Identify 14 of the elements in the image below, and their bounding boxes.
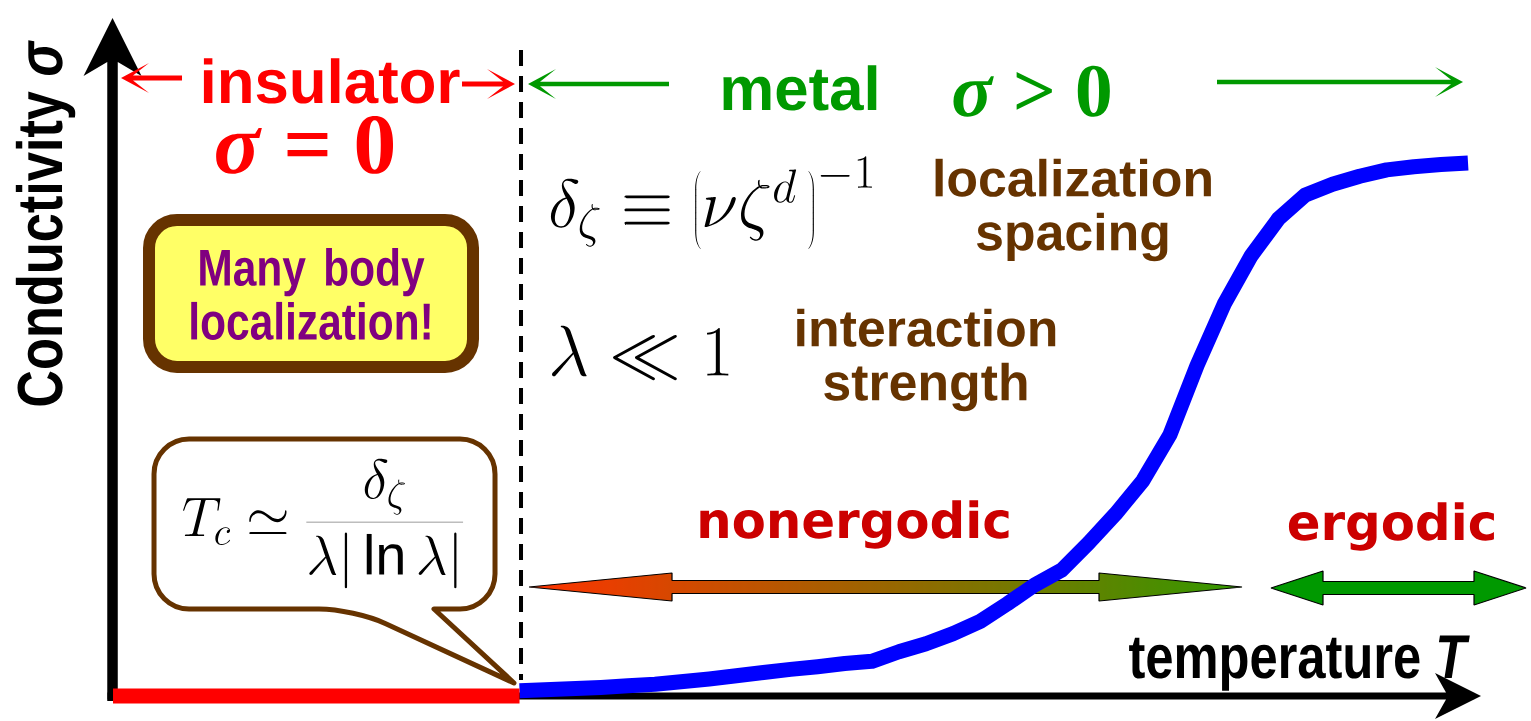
annotation: σ = 0 <box>216 116 394 174</box>
text: σ > 0 <box>953 65 1110 117</box>
text: metal <box>723 65 877 111</box>
annotation: $T_c \simeq \frac{\delta_\zeta}{\lambda|\ln\lambda|}$ <box>183 458 464 589</box>
annotation: interaction strength <box>797 308 1056 412</box>
annotation: localization spacing <box>935 158 1211 262</box>
annotation: nonergodic <box>700 500 1009 549</box>
x-axis-title: temperature T <box>1129 635 1470 691</box>
annotation: $\delta_{\zeta} \equiv \left(\nu\zeta^{d}\,\right)^{-1}$ <box>550 156 872 249</box>
y-axis-title: Conductivity σ <box>15 40 76 406</box>
annotation: Many body localization! <box>191 248 430 340</box>
text: insulator <box>203 58 460 104</box>
annotation: ergodic <box>1288 502 1494 551</box>
annotation: $\lambda \ll 1$ <box>552 325 729 381</box>
